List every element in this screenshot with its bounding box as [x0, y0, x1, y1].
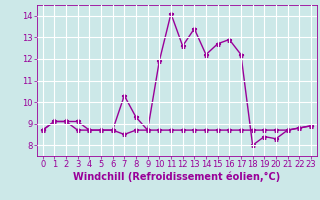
X-axis label: Windchill (Refroidissement éolien,°C): Windchill (Refroidissement éolien,°C) — [73, 172, 280, 182]
